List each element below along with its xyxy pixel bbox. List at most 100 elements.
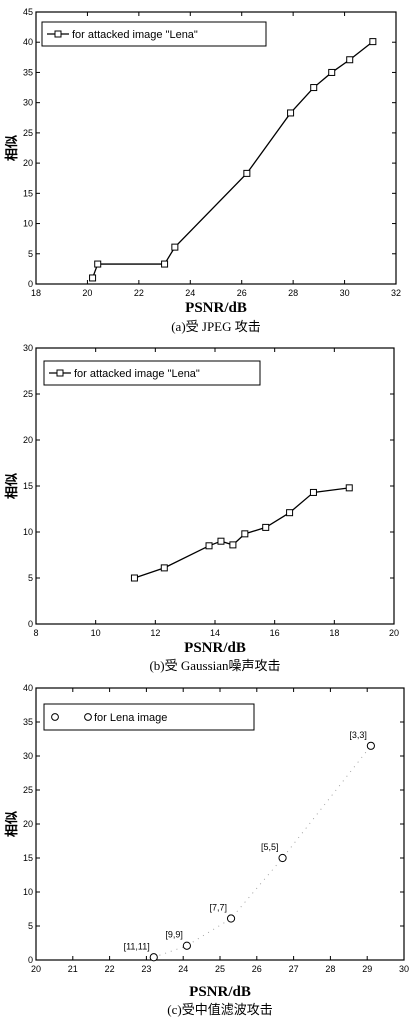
data-point (278, 853, 287, 863)
y-tick-label: 20 (23, 435, 33, 445)
x-tick-label: 24 (185, 288, 195, 298)
chart-caption: (c)受中值滤波攻击 (167, 1002, 272, 1017)
data-point (161, 260, 169, 268)
plot-frame (35, 11, 397, 285)
x-tick-label: 10 (91, 628, 101, 638)
x-axis-label: PSNR/dB (189, 984, 251, 1000)
chart-caption: (b)受 Gaussian噪声攻击 (149, 658, 280, 673)
point-annotation: [7,7] (210, 903, 228, 913)
legend-marker (54, 30, 62, 38)
plot-frame (35, 347, 395, 625)
x-tick-label: 16 (270, 628, 280, 638)
y-tick-label: 35 (23, 717, 33, 727)
legend-box (43, 360, 261, 386)
x-tick-label: 25 (215, 964, 225, 974)
data-point (366, 741, 375, 750)
x-tick-label: 24 (178, 964, 188, 974)
x-tick-label: 18 (31, 288, 41, 298)
y-tick-label: 25 (23, 389, 33, 399)
data-point (182, 941, 191, 950)
x-axis-label: PSNR/dB (184, 640, 246, 656)
y-tick-label: 40 (23, 37, 33, 47)
legend-label: for attacked image "Lena" (74, 368, 200, 380)
y-tick-label: 30 (23, 343, 33, 353)
x-tick-label: 21 (68, 964, 78, 974)
y-tick-label: 25 (23, 128, 33, 138)
data-point (89, 274, 97, 282)
legend-marker (51, 713, 59, 721)
data-point (160, 564, 168, 572)
x-tick-label: 28 (325, 964, 335, 974)
x-tick-label: 18 (329, 628, 339, 638)
y-tick-label: 5 (28, 249, 33, 259)
x-tick-label: 32 (391, 288, 401, 298)
y-tick-label: 10 (23, 887, 33, 897)
data-point (94, 260, 102, 268)
y-tick-label: 5 (28, 921, 33, 931)
y-tick-label: 0 (28, 619, 33, 629)
legend-box (41, 21, 267, 47)
x-tick-label: 22 (134, 288, 144, 298)
y-tick-label: 30 (23, 98, 33, 108)
legend-marker (84, 713, 92, 721)
y-tick-label: 25 (23, 785, 33, 795)
y-tick-label: 15 (23, 188, 33, 198)
chart-1: 18 20 22 24 26 28 30 32 0 5 10 15 20 25 30 35 40 45 PSNR/d… (4, 7, 401, 334)
data-point (328, 68, 336, 76)
point-annotation: [9,9] (165, 930, 183, 940)
data-point (287, 109, 295, 117)
y-tick-label: 10 (23, 219, 33, 229)
data-point (262, 523, 270, 531)
x-tick-label: 27 (289, 964, 299, 974)
x-tick-label: 22 (105, 964, 115, 974)
y-axis-label: 相似 (4, 811, 20, 837)
data-point (346, 56, 354, 64)
y-tick-label: 10 (23, 527, 33, 537)
y-tick-label: 0 (28, 955, 33, 965)
x-axis-label: PSNR/dB (185, 300, 247, 316)
chart-caption: (a)受 JPEG 攻击 (171, 319, 261, 334)
data-point (205, 542, 213, 550)
x-tick-label: 30 (340, 288, 350, 298)
data-point (171, 243, 179, 251)
y-axis-label: 相似 (4, 135, 20, 161)
x-tick-label: 23 (141, 964, 151, 974)
y-tick-label: 20 (23, 819, 33, 829)
legend-box (43, 703, 255, 731)
x-tick-label: 28 (288, 288, 298, 298)
y-tick-label: 5 (28, 573, 33, 583)
data-point (345, 484, 353, 492)
x-tick-label: 26 (237, 288, 247, 298)
y-tick-label: 30 (23, 751, 33, 761)
x-tick-label: 29 (362, 964, 372, 974)
x-tick-label: 14 (210, 628, 220, 638)
legend-label: for Lena image (94, 712, 167, 724)
legend-marker (56, 369, 64, 377)
x-tick-label: 12 (150, 628, 160, 638)
x-tick-label: 8 (33, 628, 38, 638)
data-point (149, 953, 158, 962)
data-point (369, 38, 377, 46)
data-point (243, 169, 251, 177)
data-point (241, 530, 249, 538)
point-annotation: [5,5] (261, 842, 279, 852)
point-annotation: [3,3] (349, 730, 367, 740)
y-tick-label: 0 (28, 279, 33, 289)
y-tick-label: 15 (23, 853, 33, 863)
x-tick-label: 20 (389, 628, 399, 638)
data-point (286, 509, 294, 517)
y-axis-label: 相似 (4, 473, 20, 499)
data-point (229, 541, 237, 549)
y-tick-label: 45 (23, 7, 33, 17)
chart-3: 20 21 22 23 24 25 26 27 28 29 30 0 5 10 15 20 25 30 35 40 PS… (4, 683, 409, 1017)
data-point (226, 914, 236, 923)
legend-label: for attacked image "Lena" (72, 29, 198, 41)
chart-2: 8 10 12 14 16 18 20 0 5 10 15 20 25 30 PSNR/dB 相似 (b)受 G… (4, 343, 399, 673)
x-tick-label: 30 (399, 964, 409, 974)
series-line (134, 487, 350, 579)
point-annotation: [11,11] (124, 941, 150, 951)
y-tick-label: 15 (23, 481, 33, 491)
data-point (217, 537, 225, 545)
